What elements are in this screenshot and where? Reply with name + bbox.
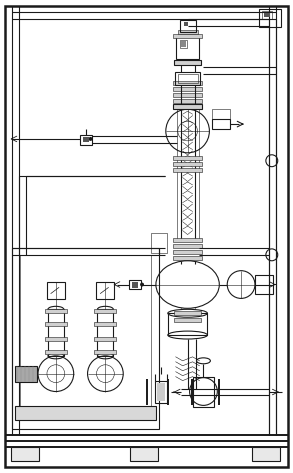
Bar <box>180 40 187 48</box>
Bar <box>184 22 188 26</box>
Bar <box>173 34 202 38</box>
Bar <box>178 74 197 83</box>
Bar <box>155 381 167 403</box>
Bar <box>174 60 202 65</box>
Bar <box>173 104 202 109</box>
Bar <box>212 119 230 129</box>
Bar <box>45 309 67 313</box>
Bar <box>264 13 270 17</box>
Bar <box>181 41 186 47</box>
Bar <box>45 350 67 354</box>
Bar <box>95 309 116 313</box>
Circle shape <box>88 137 93 141</box>
Bar <box>174 311 202 315</box>
Bar <box>129 280 141 289</box>
Bar <box>95 322 116 326</box>
Bar <box>173 162 202 166</box>
Bar <box>175 71 200 86</box>
Bar <box>173 93 202 97</box>
Bar <box>96 281 114 299</box>
Bar <box>11 447 39 461</box>
Bar <box>178 30 197 34</box>
Bar <box>174 318 202 322</box>
Bar <box>15 406 156 420</box>
Bar <box>98 309 113 356</box>
Bar <box>173 88 202 91</box>
Bar <box>45 337 67 341</box>
Bar <box>173 81 202 86</box>
Bar <box>173 156 202 160</box>
Bar <box>80 135 91 145</box>
Bar <box>173 99 202 103</box>
Bar <box>180 20 195 32</box>
Bar <box>157 383 165 402</box>
Bar <box>132 281 138 288</box>
Bar <box>12 248 159 429</box>
Bar <box>173 244 202 248</box>
Bar <box>130 447 158 461</box>
Bar <box>259 9 281 27</box>
Bar <box>48 309 64 356</box>
Bar <box>193 377 214 407</box>
Bar <box>173 167 202 172</box>
Bar <box>83 137 88 142</box>
Bar <box>95 350 116 354</box>
Circle shape <box>140 282 144 287</box>
Bar <box>212 109 230 119</box>
Bar <box>15 366 37 382</box>
Bar <box>262 11 272 19</box>
Bar <box>173 256 202 260</box>
Bar <box>95 337 116 341</box>
Bar <box>45 322 67 326</box>
Bar <box>173 238 202 242</box>
Bar <box>168 313 207 335</box>
Bar <box>252 447 280 461</box>
Bar <box>173 250 202 254</box>
Bar <box>176 37 200 59</box>
Bar <box>47 281 65 299</box>
Bar <box>151 233 167 253</box>
Bar <box>255 275 273 295</box>
